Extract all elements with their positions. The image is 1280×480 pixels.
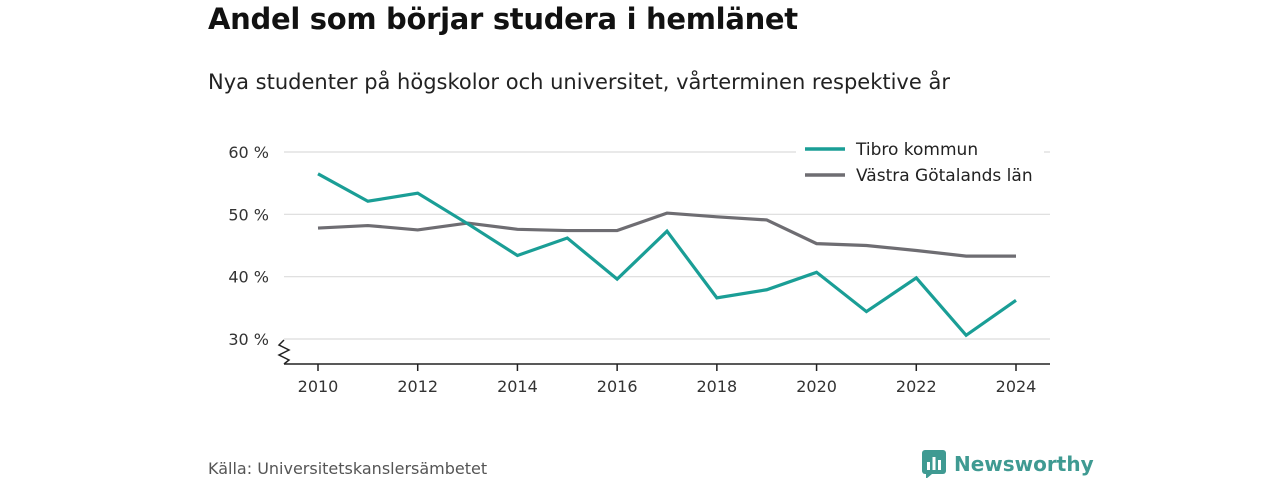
legend-label: Tibro kommun: [855, 140, 978, 160]
x-tick-label: 2016: [597, 377, 638, 396]
brand-name: Newsworthy: [954, 452, 1094, 476]
y-tick-label: 40 %: [228, 268, 269, 287]
x-tick-label: 2018: [696, 377, 737, 396]
x-tick-label: 2010: [298, 377, 339, 396]
chart-subtitle: Nya studenter på högskolor och universit…: [208, 70, 950, 94]
x-tick-label: 2024: [996, 377, 1037, 396]
y-tick-label: 60 %: [228, 143, 269, 162]
x-tick-label: 2012: [397, 377, 438, 396]
x-tick-label: 2022: [896, 377, 937, 396]
axis-break-icon: [277, 339, 291, 365]
y-tick-label: 50 %: [228, 205, 269, 224]
chart-title: Andel som börjar studera i hemlänet: [208, 2, 798, 36]
newsworthy-logo: Newsworthy: [922, 450, 1094, 478]
x-tick-label: 2020: [796, 377, 837, 396]
legend-box: [796, 133, 1044, 193]
legend-label: Västra Götalands län: [856, 166, 1033, 186]
bar-chart-logo-icon: [922, 450, 946, 478]
source-note: Källa: Universitetskanslersämbetet: [208, 459, 488, 478]
y-tick-label: 30 %: [228, 330, 269, 349]
series-line: [317, 211, 1016, 258]
series-line: [317, 172, 1017, 338]
x-tick-label: 2014: [497, 377, 538, 396]
